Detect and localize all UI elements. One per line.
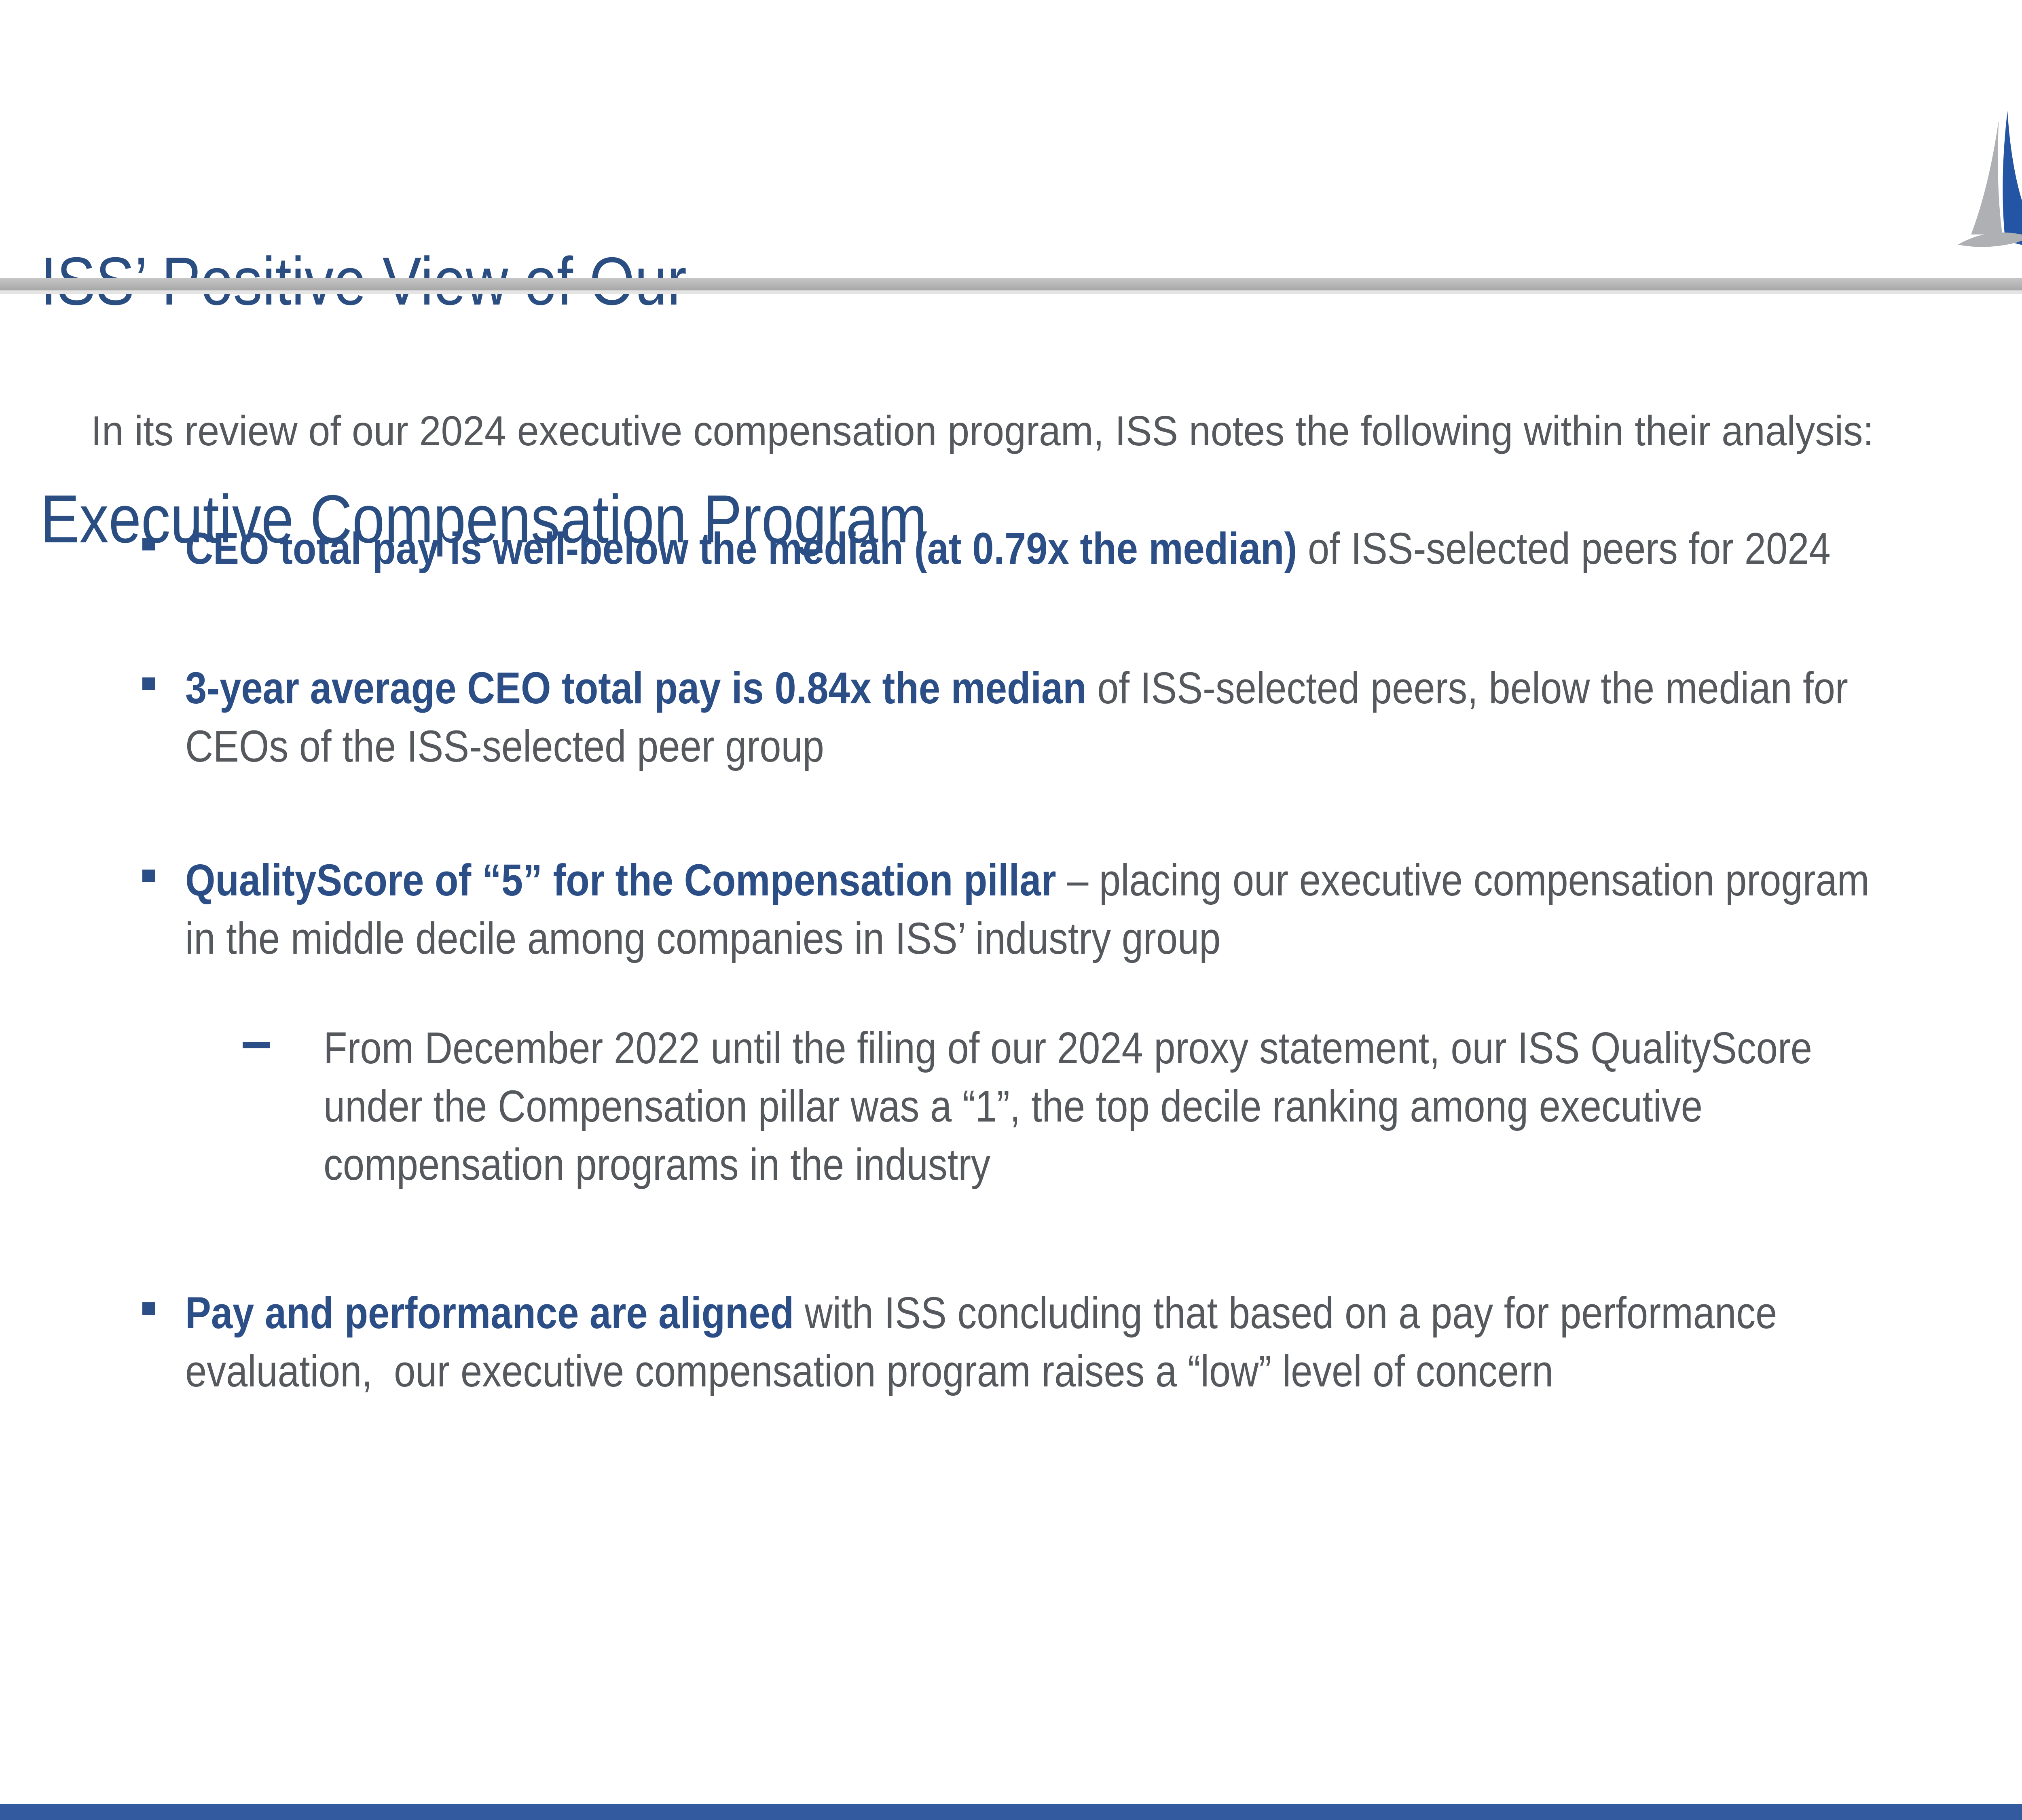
bullet-text-line: Pay and performance are aligned with ISS… <box>185 1284 1777 1342</box>
sailboat-icon <box>1958 110 2022 247</box>
bullet-text: CEO total pay is well-below the median (… <box>185 520 1831 578</box>
text-segment: of ISS-selected peers, below the median … <box>1086 663 1848 713</box>
text-segment: From December 2022 until the filing of o… <box>324 1023 1812 1073</box>
square-bullet-icon <box>142 1302 155 1315</box>
bullet-text-line: 3-year average CEO total pay is 0.84x th… <box>185 659 1848 717</box>
slide-title-line2: Executive Compensation Program <box>40 481 927 557</box>
text-segment: CEOs of the ISS-selected peer group <box>185 722 824 771</box>
bullet-text-line: under the Compensation pillar was a “1”,… <box>324 1077 1812 1136</box>
title-divider-shadow <box>0 290 2022 294</box>
text-segment: 3-year average CEO total pay is 0.84x th… <box>185 663 1087 713</box>
bullet-text-line: QualityScore of “5” for the Compensation… <box>185 851 1869 910</box>
text-segment: CEO total pay is well-below the median (… <box>185 524 1297 574</box>
text-segment: Pay and performance are aligned <box>185 1288 794 1338</box>
text-segment: in the middle decile among companies in … <box>185 914 1221 963</box>
text-segment: of ISS-selected peers for 2024 <box>1297 524 1831 574</box>
bullet-text: Pay and performance are aligned with ISS… <box>185 1284 1777 1401</box>
text-segment: under the Compensation pillar was a “1”,… <box>324 1081 1703 1131</box>
bullet-text-line: CEOs of the ISS-selected peer group <box>185 717 1848 776</box>
text-segment: evaluation, our executive compensation p… <box>185 1346 1554 1396</box>
bullet-text-line: From December 2022 until the filing of o… <box>324 1019 1812 1077</box>
bullet-text-line: CEO total pay is well-below the median (… <box>185 520 1831 578</box>
text-segment: QualityScore of “5” for the Compensation… <box>185 855 1056 905</box>
bullet-text: 3-year average CEO total pay is 0.84x th… <box>185 659 1848 776</box>
square-bullet-icon <box>142 677 155 690</box>
bullet-text-line: compensation programs in the industry <box>324 1136 1812 1194</box>
square-bullet-icon <box>142 870 155 882</box>
text-segment: with ISS concluding that based on a pay … <box>794 1288 1777 1338</box>
text-segment: – placing our executive compensation pro… <box>1056 855 1870 905</box>
dash-bullet-icon <box>243 1042 270 1048</box>
footer-accent-bar <box>0 1804 2022 1820</box>
bullet-text-line: in the middle decile among companies in … <box>185 910 1869 968</box>
intro-text: In its review of our 2024 executive comp… <box>91 408 1874 455</box>
title-divider <box>0 278 2022 294</box>
company-logo: Easterly Government PropertiesInc. <box>1949 106 2022 260</box>
bullet-text-line: evaluation, our executive compensation p… <box>185 1342 1777 1401</box>
bullet-text: From December 2022 until the filing of o… <box>324 1019 1812 1194</box>
text-segment: compensation programs in the industry <box>324 1140 991 1189</box>
square-bullet-icon <box>142 538 155 550</box>
bullet-text: QualityScore of “5” for the Compensation… <box>185 851 1869 968</box>
